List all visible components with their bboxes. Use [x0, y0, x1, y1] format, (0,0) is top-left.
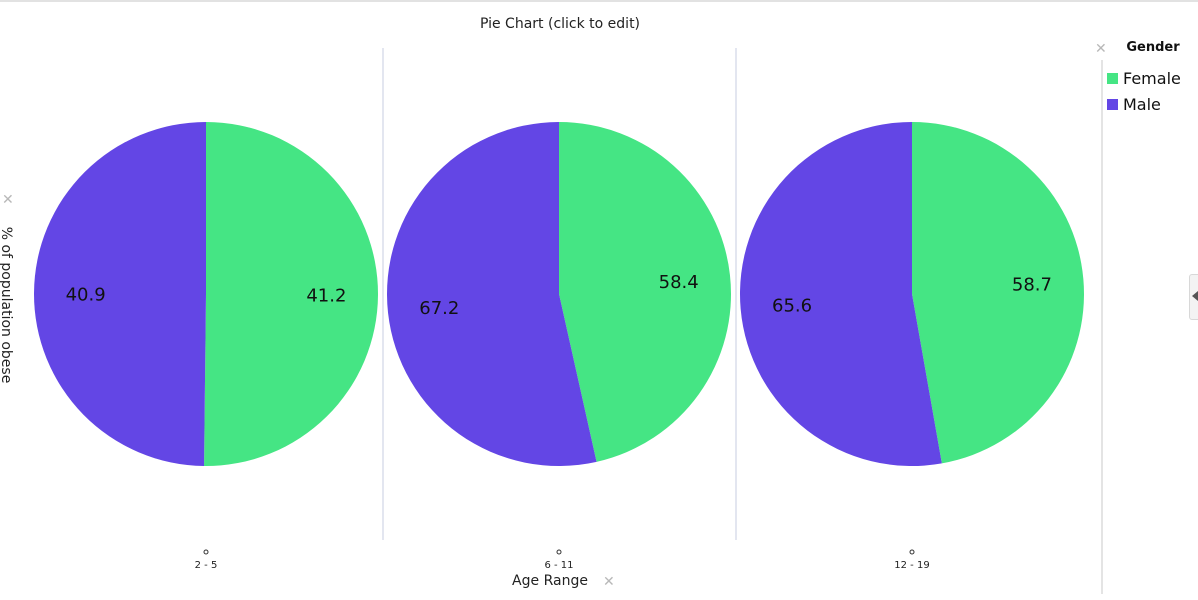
category-marker-1: [203, 549, 209, 555]
legend-label-female: Female: [1123, 68, 1181, 88]
category-label-2: 6 - 11: [544, 560, 573, 571]
category-marker-2: [556, 549, 562, 555]
data-label-male-2-5: 40.9: [66, 284, 106, 305]
pie-slice-female-2-5[interactable]: [204, 122, 379, 467]
data-label-male-6-11: 67.2: [419, 298, 459, 319]
data-label-female-12-19: 58.7: [1012, 275, 1052, 296]
chevron-left-icon: [1192, 291, 1198, 301]
category-label-1: 2 - 5: [195, 560, 218, 571]
remove-legend-icon[interactable]: ✕: [1095, 41, 1107, 57]
remove-y-axis-icon[interactable]: ✕: [2, 192, 14, 208]
data-label-female-2-5: 41.2: [306, 286, 346, 307]
side-panel-toggle[interactable]: [1189, 274, 1198, 320]
legend-swatch-female: [1107, 72, 1118, 84]
legend-label-male: Male: [1123, 94, 1161, 114]
category-marker-3: [909, 549, 915, 555]
legend-swatch-male: [1107, 98, 1118, 110]
category-label-3: 12 - 19: [894, 560, 929, 571]
top-border: [0, 0, 1198, 2]
pie-slice-male-6-11[interactable]: [387, 122, 597, 466]
legend-title: Gender: [1126, 40, 1180, 55]
data-label-male-12-19: 65.6: [772, 295, 812, 316]
legend-separator: [1101, 60, 1103, 594]
chart-title[interactable]: Pie Chart (click to edit): [479, 16, 641, 32]
pie-slice-male-12-19[interactable]: [739, 122, 942, 466]
pie-slice-male-2-5[interactable]: [34, 122, 206, 466]
pie-slice-female-12-19[interactable]: [912, 122, 1084, 464]
remove-x-axis-icon[interactable]: ✕: [603, 574, 615, 590]
legend-item-male[interactable]: Male: [1107, 94, 1161, 114]
legend-item-female[interactable]: Female: [1107, 68, 1181, 88]
data-label-female-6-11: 58.4: [659, 272, 699, 293]
pie-slice-female-6-11[interactable]: [559, 122, 731, 462]
x-axis-label[interactable]: Age Range: [512, 573, 588, 589]
